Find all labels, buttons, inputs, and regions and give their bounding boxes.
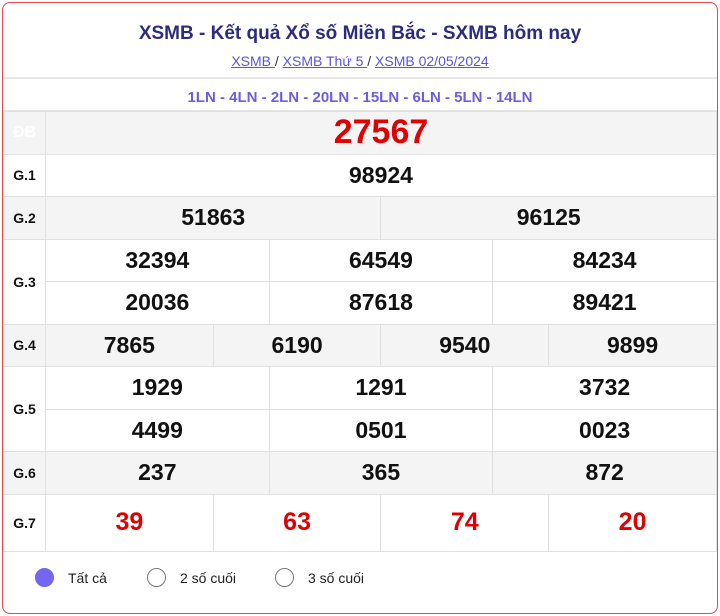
prize-label: G.7	[3, 493, 46, 552]
prize-value: 4499	[45, 408, 270, 452]
prize-label: G.2	[3, 196, 46, 240]
prize-row-g7: G.7 39 63 74 20	[3, 493, 717, 552]
prize-value: 9899	[548, 323, 717, 367]
breadcrumb-xsmb-date[interactable]: XSMB 02/05/2024	[375, 53, 489, 69]
prize-value: 39	[45, 493, 214, 552]
prize-value: 872	[492, 451, 717, 495]
prize-value: 64549	[268, 238, 494, 282]
prize-value: 51863	[44, 196, 382, 240]
prize-value: 237	[45, 451, 270, 495]
prize-row-g2: G.2 51863 96125	[3, 196, 717, 240]
prize-value: 3732	[492, 366, 717, 410]
ln-codes: 1LN - 4LN - 2LN - 20LN - 15LN - 6LN - 5L…	[3, 77, 717, 111]
prize-label: G.3	[3, 238, 46, 325]
breadcrumb-separator: /	[367, 53, 372, 69]
prize-value: 87618	[268, 281, 494, 325]
prize-value: 89421	[492, 281, 717, 325]
prize-value: 63	[212, 493, 382, 552]
radio-checked-icon	[35, 568, 54, 587]
prize-value: 1929	[45, 366, 270, 410]
prize-value: 74	[380, 493, 550, 552]
prize-label: G.6	[3, 451, 46, 495]
prize-label: ĐB	[3, 111, 46, 155]
prize-row-g1: G.1 98924	[3, 153, 717, 197]
prize-value: 27567	[45, 111, 717, 155]
filter-label: 2 số cuối	[180, 569, 237, 586]
prize-value: 0023	[492, 408, 717, 452]
prize-value: 84234	[492, 238, 717, 282]
filter-label: 3 số cuối	[308, 569, 365, 586]
prize-row-g3: G.3 32394 64549 84234	[3, 238, 717, 325]
filter-all-radio[interactable]: Tất cả	[35, 568, 107, 587]
filter-2-digits-radio[interactable]: 2 số cuối	[147, 568, 236, 587]
prize-row-g4: G.4 7865 6190 9540 9899	[3, 323, 717, 367]
prize-row-db: ĐB 27567	[3, 111, 717, 155]
page-title: XSMB - Kết quả Xổ số Miền Bắc - SXMB hôm…	[138, 23, 582, 44]
prize-value: 0501	[268, 408, 494, 452]
prize-label: G.4	[3, 323, 46, 367]
breadcrumb-xsmb-thu5[interactable]: XSMB Thứ 5	[282, 53, 368, 69]
prize-value: 9540	[380, 323, 550, 367]
prize-value: 32394	[45, 238, 270, 282]
breadcrumb-xsmb[interactable]: XSMB	[231, 53, 275, 69]
prize-label: G.1	[3, 153, 46, 197]
prize-value: 6190	[212, 323, 382, 367]
filter-3-digits-radio[interactable]: 3 số cuối	[275, 568, 364, 587]
breadcrumb: XSMB / XSMB Thứ 5 / XSMB 02/05/2024	[3, 53, 717, 69]
prize-row-g5: G.5 1929 1291 3732	[3, 366, 717, 452]
radio-unchecked-icon	[147, 568, 166, 587]
prize-label: G.5	[3, 366, 46, 452]
prize-value: 365	[268, 451, 494, 495]
prize-value: 1291	[268, 366, 494, 410]
filter-label: Tất cả	[68, 569, 107, 586]
prize-value: 96125	[380, 196, 717, 240]
prize-value: 20	[548, 493, 717, 552]
prize-row-g6: G.6 237 365 872	[3, 451, 717, 495]
breadcrumb-separator: /	[274, 53, 279, 69]
prize-row-g3b: 20036 87618 89421	[4, 281, 717, 325]
radio-unchecked-icon	[275, 568, 294, 587]
prize-row-g5b: 4499 0501 0023	[4, 408, 717, 452]
prize-value: 98924	[45, 153, 717, 197]
prize-value: 7865	[45, 323, 214, 367]
results-table: ĐB 27567 G.1 98924 G.2 51863 96125 G.3 3…	[3, 111, 717, 552]
prize-value: 20036	[45, 281, 270, 325]
